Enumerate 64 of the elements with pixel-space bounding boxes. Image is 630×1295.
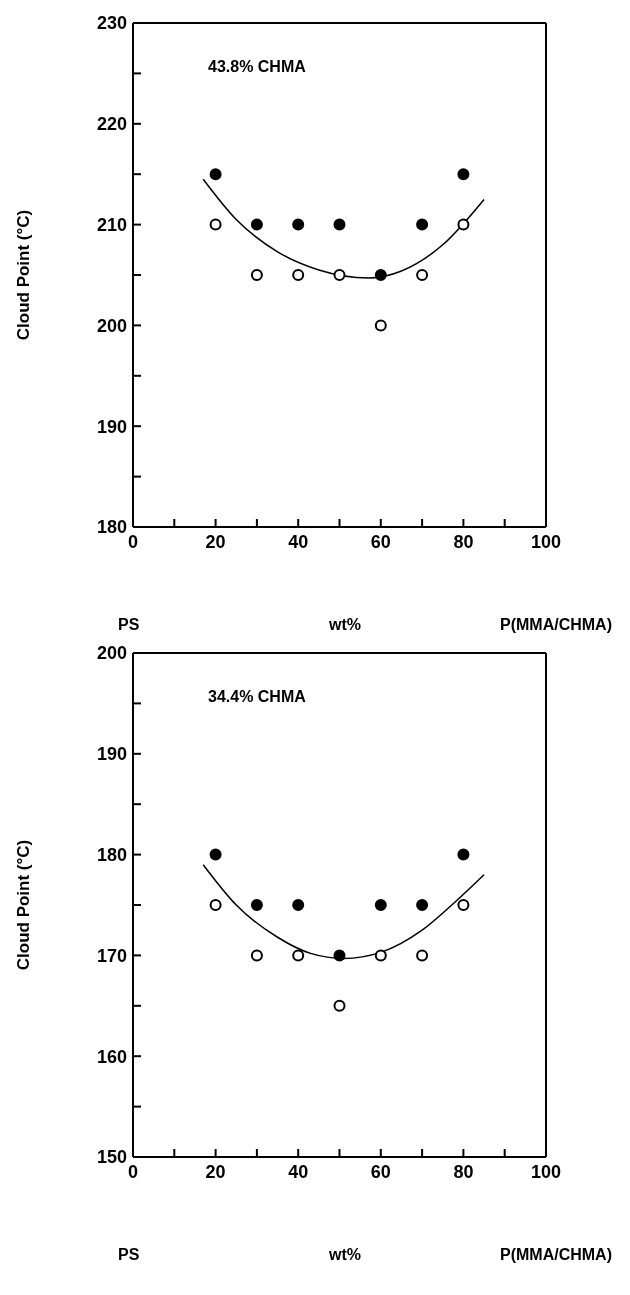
point: [333, 949, 346, 962]
point: [209, 899, 222, 911]
x-tick-label: 20: [205, 531, 226, 552]
point: [333, 218, 346, 231]
point: [292, 269, 305, 281]
point: [416, 899, 429, 911]
y-tick-label: 200: [96, 643, 127, 664]
y-tick-label: 180: [96, 844, 127, 865]
x-tick-label: 60: [370, 1161, 391, 1182]
x-tick-label: 0: [127, 531, 139, 552]
point: [457, 899, 470, 911]
y-axis-title: Cloud Point (°C): [14, 839, 34, 971]
text: P(MMA/CHMA): [500, 616, 612, 634]
point: [250, 949, 263, 962]
y-tick-label: 200: [96, 315, 127, 336]
x-axis-title: wt%: [329, 616, 361, 633]
y-tick-label: 180: [96, 517, 127, 538]
point: [416, 218, 429, 231]
text: 34.4% CHMA: [208, 688, 306, 706]
x-tick-label: 100: [530, 531, 562, 552]
x-tick-label: 40: [288, 531, 309, 552]
point: [333, 999, 346, 1012]
text: PS: [118, 1246, 140, 1264]
y-tick-label: 190: [96, 416, 127, 437]
point: [209, 218, 222, 231]
point: [209, 168, 222, 181]
x-tick-label: 100: [530, 1161, 562, 1182]
point: [209, 848, 222, 861]
point: [416, 949, 429, 962]
point: [457, 848, 470, 861]
text: P(MMA/CHMA): [500, 1246, 612, 1264]
point: [292, 949, 305, 962]
point: [250, 269, 263, 281]
x-tick-label: 0: [127, 1161, 139, 1182]
y-tick-label: 190: [96, 744, 127, 765]
point: [250, 218, 263, 231]
x-tick-label: 80: [453, 1161, 474, 1182]
point: [333, 269, 346, 281]
y-tick-label: 220: [96, 114, 127, 135]
y-tick-label: 170: [96, 945, 127, 966]
x-axis-title: wt%: [329, 1246, 361, 1263]
y-tick-label: 210: [96, 214, 127, 235]
x-tick-label: 80: [453, 531, 474, 552]
point: [292, 218, 305, 231]
point: [457, 168, 470, 181]
y-tick-label: 150: [96, 1147, 127, 1168]
line-series: [202, 178, 485, 279]
y-tick-label: 230: [96, 13, 127, 34]
point: [374, 269, 387, 281]
x-tick-label: 40: [288, 1161, 309, 1182]
point: [292, 899, 305, 911]
text: PS: [118, 616, 140, 634]
point: [374, 949, 387, 962]
x-tick-label: 20: [205, 1161, 226, 1182]
point: [416, 269, 429, 281]
y-axis-title: Cloud Point (°C): [14, 209, 34, 341]
point: [374, 319, 387, 332]
text: 43.8% CHMA: [208, 58, 306, 76]
point: [457, 218, 470, 231]
point: [374, 899, 387, 911]
point: [250, 899, 263, 911]
line-series: [202, 863, 485, 960]
x-tick-label: 60: [370, 531, 391, 552]
y-tick-label: 160: [96, 1046, 127, 1067]
